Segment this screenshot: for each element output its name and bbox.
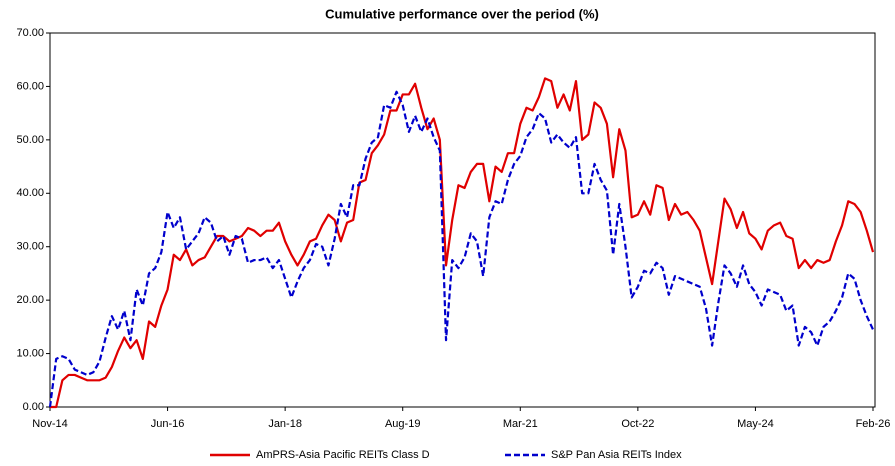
x-tick-label: Jun-16 <box>151 418 185 430</box>
chart-title: Cumulative performance over the period (… <box>325 6 599 21</box>
y-tick-label: 10.00 <box>16 347 44 359</box>
x-tick-label: Mar-21 <box>503 418 538 430</box>
x-tick-label: Oct-22 <box>621 418 654 430</box>
legend-label: AmPRS-Asia Pacific REITs Class D <box>256 449 430 461</box>
x-tick-label: May-24 <box>737 418 774 430</box>
x-tick-label: Jan-18 <box>268 418 302 430</box>
plot-frame <box>49 32 876 408</box>
legend-label: S&P Pan Asia REITs Index <box>551 449 682 461</box>
x-tick-label: Nov-14 <box>32 418 67 430</box>
series-line <box>50 77 875 409</box>
x-tick-label: Aug-19 <box>385 418 420 430</box>
y-tick-label: 30.00 <box>16 241 44 253</box>
y-tick-label: 0.00 <box>23 401 44 413</box>
y-tick-label: 60.00 <box>16 80 44 92</box>
y-tick-label: 40.00 <box>16 187 44 199</box>
x-tick-label: Feb-26 <box>856 418 891 430</box>
y-tick-label: 20.00 <box>16 294 44 306</box>
y-tick-label: 50.00 <box>16 134 44 146</box>
series-line <box>48 90 874 408</box>
y-tick-label: 70.00 <box>16 27 44 39</box>
